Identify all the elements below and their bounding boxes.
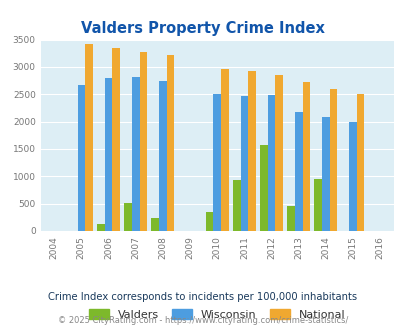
- Bar: [220, 69, 228, 231]
- Bar: [260, 145, 267, 231]
- Bar: [205, 212, 213, 231]
- Bar: [77, 85, 85, 231]
- Bar: [112, 48, 119, 231]
- Bar: [287, 206, 294, 231]
- Bar: [294, 112, 302, 231]
- Text: © 2025 CityRating.com - https://www.cityrating.com/crime-statistics/: © 2025 CityRating.com - https://www.city…: [58, 315, 347, 325]
- Bar: [139, 52, 147, 231]
- Bar: [314, 179, 321, 231]
- Bar: [348, 122, 356, 231]
- Bar: [166, 55, 174, 231]
- Bar: [124, 203, 132, 231]
- Bar: [356, 94, 364, 231]
- Bar: [232, 180, 240, 231]
- Text: Valders Property Crime Index: Valders Property Crime Index: [81, 21, 324, 36]
- Bar: [247, 71, 255, 231]
- Bar: [85, 44, 92, 231]
- Bar: [240, 96, 247, 231]
- Bar: [159, 81, 166, 231]
- Bar: [275, 75, 282, 231]
- Bar: [132, 77, 139, 231]
- Bar: [104, 78, 112, 231]
- Bar: [213, 94, 220, 231]
- Legend: Valders, Wisconsin, National: Valders, Wisconsin, National: [89, 309, 345, 320]
- Bar: [267, 95, 275, 231]
- Bar: [302, 82, 309, 231]
- Text: Crime Index corresponds to incidents per 100,000 inhabitants: Crime Index corresponds to incidents per…: [48, 292, 357, 302]
- Bar: [321, 117, 329, 231]
- Bar: [97, 224, 104, 231]
- Bar: [151, 218, 159, 231]
- Bar: [329, 89, 337, 231]
